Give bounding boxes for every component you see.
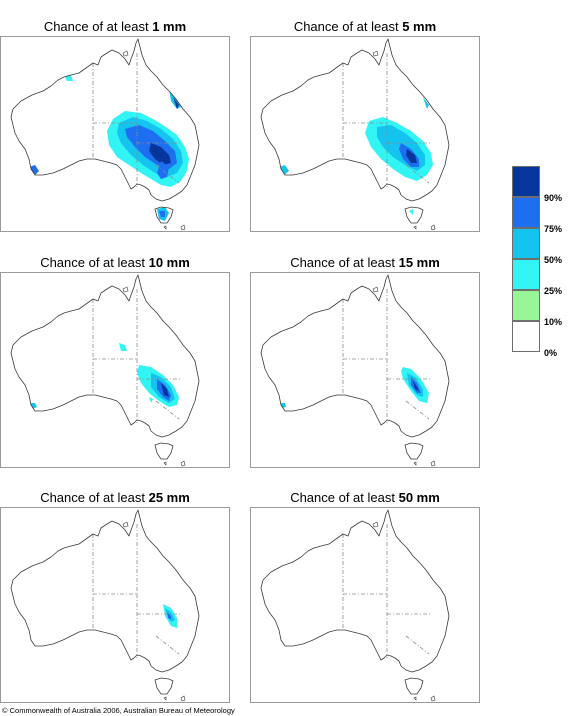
island [180,460,186,467]
legend-swatch-0 [512,321,540,352]
island [163,461,167,466]
probability-area [119,343,127,351]
panel-title: Chance of at least 15 mm [290,255,440,270]
island [180,224,186,231]
island [413,225,417,230]
australia-map [250,272,480,468]
legend-swatch-75 [512,197,540,228]
map-canvas [10,274,200,467]
coastline [10,509,200,673]
coastline [10,38,200,202]
map-canvas [10,38,200,231]
island [163,696,167,701]
tasmania-coastline [154,206,174,224]
legend-label-10: 10% [544,317,563,327]
map-canvas [260,509,450,702]
island [430,460,436,467]
island [372,286,379,293]
australia-map [250,507,480,703]
probability-area [169,89,181,109]
coastline [260,38,450,202]
rainfall-probability-areas [279,97,433,215]
australia-map [0,36,230,232]
probability-area [411,377,421,393]
probability-area [159,211,165,217]
probability-area [157,161,169,179]
probability-area [149,397,153,403]
state-border [155,400,180,420]
probability-area [406,149,417,163]
island [180,695,186,702]
panel-title: Chance of at least 1 mm [43,19,187,34]
probability-legend: 90% 75% 50% 25% 10% 0% [512,166,570,366]
legend-swatch-50 [512,228,540,259]
rainfall-probability-areas [29,75,189,221]
coastline [260,274,450,438]
legend-label-25: 25% [544,286,563,296]
probability-area [149,143,171,165]
australia-map [0,507,230,703]
map-canvas [10,509,200,702]
tasmania-coastline [154,677,174,695]
map-canvas [260,38,450,231]
island [163,225,167,230]
panel-title: Chance of at least 50 mm [290,490,440,505]
panel-title: Chance of at least 5 mm [293,19,437,34]
island [430,224,436,231]
legend-swatch-25 [512,259,540,290]
tasmania-coastline [404,677,424,695]
legend-label-0: 0% [544,348,558,358]
probability-area [423,97,429,109]
island [372,50,379,57]
probability-area [173,97,179,109]
island [430,695,436,702]
island [413,461,417,466]
state-border [155,164,180,184]
australia-map [0,272,230,468]
tasmania-coastline [154,442,174,460]
state-border [405,400,430,420]
probability-area [161,383,169,397]
tasmania-coastline [404,442,424,460]
island [413,696,417,701]
island [372,521,379,528]
legend-label-50: 50% [544,255,563,265]
island [122,286,129,293]
tasmania-coastline [404,206,424,224]
australia-map [250,36,480,232]
rainfall-probability-areas [31,343,179,409]
coastline [10,274,200,438]
rainfall-probability-areas [163,604,177,628]
copyright-footer: © Commonwealth of Australia 2006, Austra… [2,706,235,715]
state-border [155,635,180,655]
legend-label-90: 90% [544,193,563,203]
legend-label-75: 75% [544,224,563,234]
island [122,521,129,528]
probability-area [279,165,289,175]
probability-area [409,209,413,215]
probability-area [413,381,419,391]
coastline [260,509,450,673]
panel-title: Chance of at least 10 mm [40,255,190,270]
map-canvas [260,274,450,467]
state-border [405,635,430,655]
legend-swatch-90 [512,166,540,197]
state-border [405,164,430,184]
panel-title: Chance of at least 25 mm [40,490,190,505]
island [122,50,129,57]
legend-swatch-10 [512,290,540,321]
